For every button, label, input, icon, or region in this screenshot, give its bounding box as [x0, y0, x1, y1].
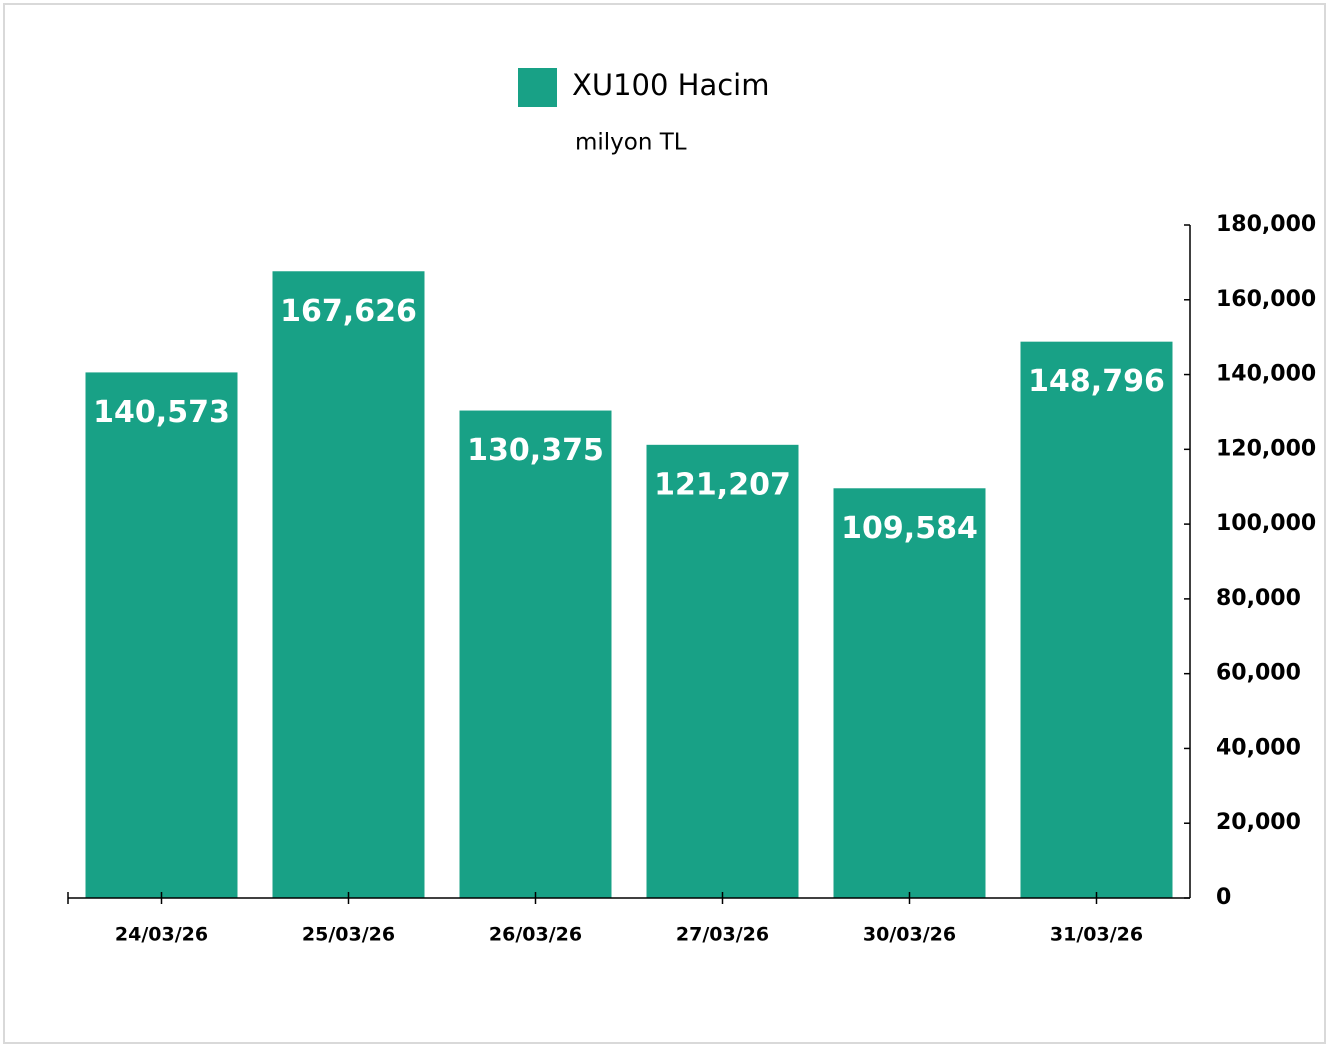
value-label: 130,375	[467, 433, 604, 468]
y-tick-label: 80,000	[1216, 586, 1301, 611]
value-label: 109,584	[841, 511, 978, 546]
bar	[646, 444, 799, 898]
x-tick-label: 24/03/26	[115, 924, 208, 946]
x-tick-label: 26/03/26	[489, 924, 582, 946]
y-tick-label: 180,000	[1216, 212, 1316, 237]
value-label: 167,626	[280, 294, 417, 329]
x-tick-label: 25/03/26	[302, 924, 395, 946]
value-label: 148,796	[1028, 364, 1165, 399]
value-label: 140,573	[93, 395, 230, 430]
bar	[272, 271, 425, 898]
x-tick-label: 30/03/26	[863, 924, 956, 946]
y-tick-label: 20,000	[1216, 810, 1301, 835]
value-label: 121,207	[654, 467, 791, 502]
y-tick-label: 140,000	[1216, 362, 1316, 387]
y-tick-label: 60,000	[1216, 661, 1301, 686]
x-tick-label: 27/03/26	[676, 924, 769, 946]
bar	[85, 372, 238, 898]
x-tick-label: 31/03/26	[1050, 924, 1143, 946]
legend-swatch	[518, 68, 557, 107]
bar	[459, 410, 612, 898]
bar	[1020, 341, 1173, 898]
y-tick-label: 160,000	[1216, 287, 1316, 312]
y-tick-label: 40,000	[1216, 735, 1301, 760]
y-tick-label: 100,000	[1216, 511, 1316, 536]
y-tick-label: 0	[1216, 885, 1231, 910]
legend-label: XU100 Hacim	[572, 68, 770, 102]
y-tick-label: 120,000	[1216, 436, 1316, 461]
subtitle: milyon TL	[575, 130, 687, 156]
bar	[833, 488, 986, 898]
